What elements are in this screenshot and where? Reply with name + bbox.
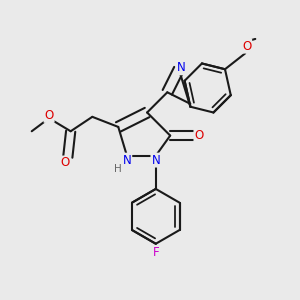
- Text: N: N: [152, 154, 160, 166]
- Text: O: O: [44, 109, 54, 122]
- Text: O: O: [194, 129, 204, 142]
- Text: O: O: [242, 40, 251, 53]
- Text: N: N: [177, 61, 186, 74]
- Text: N: N: [122, 154, 131, 166]
- Text: F: F: [152, 246, 159, 259]
- Text: H: H: [114, 164, 122, 174]
- Text: O: O: [60, 157, 70, 169]
